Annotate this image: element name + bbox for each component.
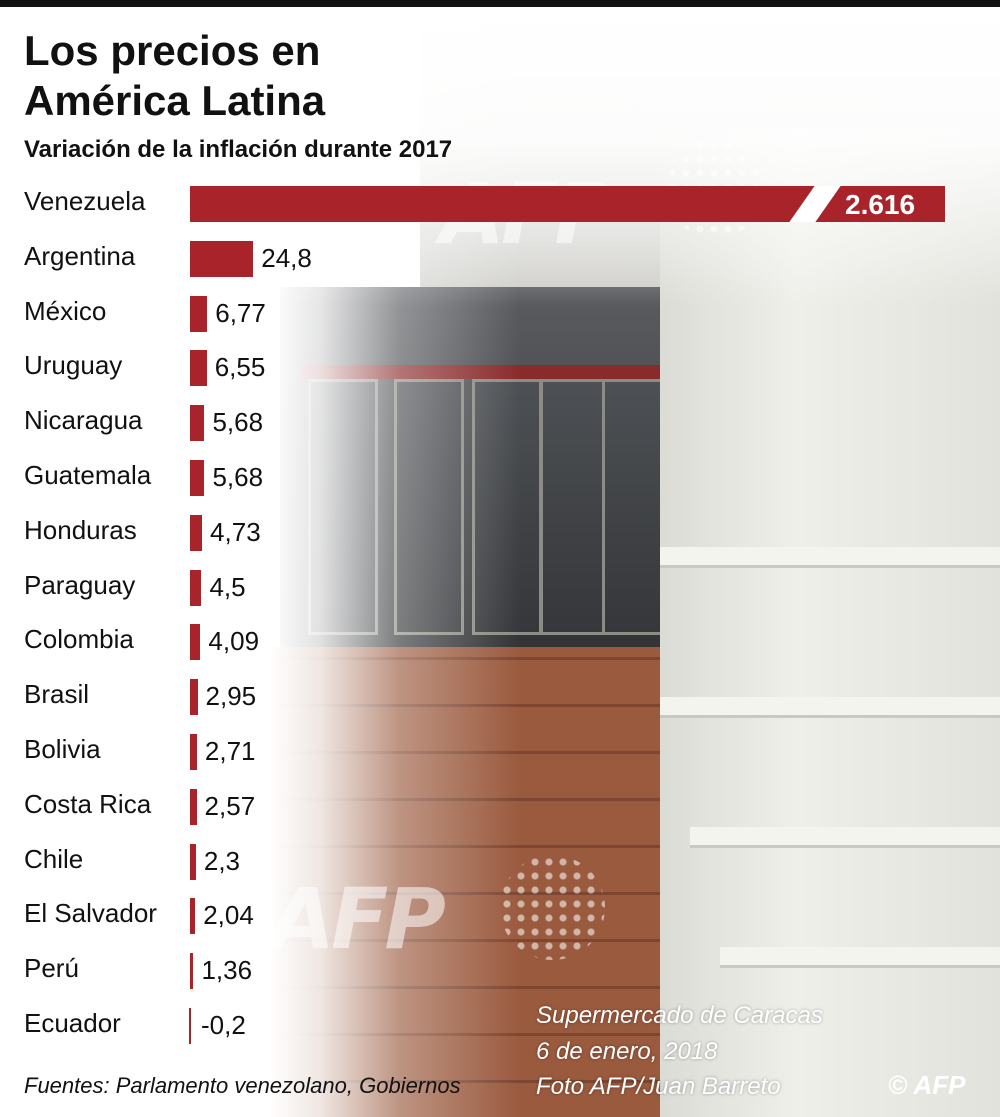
bar bbox=[190, 569, 202, 606]
bar bbox=[190, 240, 254, 277]
bar-label: Paraguay bbox=[24, 569, 136, 600]
bar-label: Brasil bbox=[24, 679, 90, 710]
bar bbox=[188, 1008, 191, 1044]
bar bbox=[190, 898, 196, 935]
bar-value: 5,68 bbox=[212, 462, 264, 492]
chart-subtitle: Variación de la inflación durante 2017 bbox=[24, 136, 453, 163]
bar-value: 2,57 bbox=[204, 790, 256, 821]
bar bbox=[190, 405, 205, 442]
afp-watermark: AFP bbox=[270, 870, 446, 968]
bar-value: 6,77 bbox=[215, 297, 266, 328]
bar-value: 5,68 bbox=[212, 407, 264, 438]
bar-label: Costa Rica bbox=[24, 788, 152, 819]
top-rule bbox=[0, 0, 1000, 7]
bar bbox=[190, 679, 198, 716]
bar-value: 4,5 bbox=[209, 571, 246, 602]
title-line-2: América Latina bbox=[24, 77, 326, 124]
bar-value: 24,8 bbox=[261, 242, 312, 273]
bar bbox=[190, 460, 205, 496]
bar-value: 2,3 bbox=[203, 845, 241, 876]
bar-label: Bolivia bbox=[24, 734, 101, 764]
bar-label: Nicaragua bbox=[24, 405, 143, 436]
bar bbox=[190, 350, 207, 387]
bar-value: 2,95 bbox=[205, 681, 257, 712]
afp-watermark-globe bbox=[500, 855, 605, 960]
bar bbox=[190, 295, 208, 332]
afp-logo: © AFP bbox=[888, 1070, 966, 1100]
bar-value: 2.616 bbox=[845, 189, 916, 220]
bar bbox=[190, 734, 197, 770]
bar bbox=[190, 953, 194, 990]
bar-value: 6,55 bbox=[214, 352, 266, 383]
bar-value: 2,04 bbox=[203, 900, 254, 931]
title-line-1: Los precios en bbox=[24, 27, 321, 74]
page-title: Los precios en América Latina bbox=[24, 26, 325, 126]
bar-label: Argentina bbox=[24, 240, 136, 271]
bar-label: México bbox=[24, 295, 107, 326]
bar-label: Guatemala bbox=[24, 460, 152, 490]
bar-label: Ecuador bbox=[24, 1008, 121, 1038]
source-note: Fuentes: Parlamento venezolano, Gobierno… bbox=[24, 1073, 461, 1098]
bar-label: Honduras bbox=[24, 514, 137, 545]
bar bbox=[190, 624, 201, 661]
photo-top-fade bbox=[0, 7, 1000, 307]
bar-label: Uruguay bbox=[24, 350, 123, 381]
bar bbox=[190, 843, 196, 880]
photo-caption-place: Supermercado de Caracas bbox=[536, 1002, 823, 1029]
bar-label: Venezuela bbox=[24, 186, 146, 216]
bar-label: Colombia bbox=[24, 624, 134, 655]
bar-label: Perú bbox=[24, 953, 79, 984]
bar-label: Chile bbox=[24, 843, 84, 874]
bar-label: El Salvador bbox=[24, 898, 157, 929]
bar bbox=[190, 514, 203, 551]
bar-value: 1,36 bbox=[201, 955, 253, 986]
photo-caption-date: 6 de enero, 2018 bbox=[536, 1038, 718, 1065]
bar bbox=[190, 788, 197, 825]
photo-credit: Foto AFP/Juan Barreto bbox=[536, 1073, 781, 1100]
bar-value: -0,2 bbox=[201, 1010, 246, 1040]
bar-value: 4,73 bbox=[210, 516, 261, 547]
bar-value: 4,09 bbox=[208, 626, 260, 657]
bar-value: 2,71 bbox=[204, 736, 256, 766]
